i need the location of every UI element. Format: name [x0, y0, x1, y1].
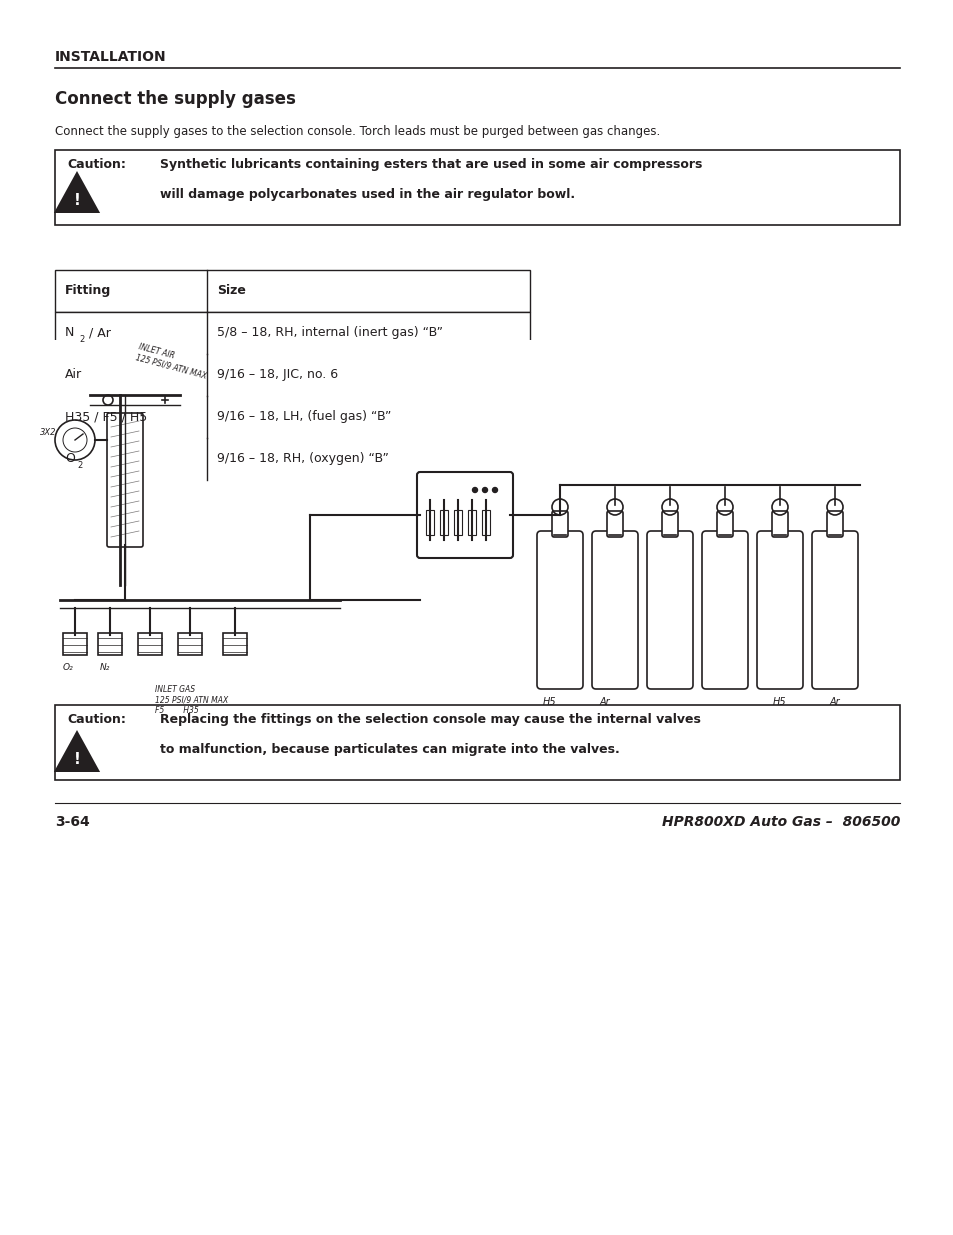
Bar — [223, 634, 247, 655]
Text: !: ! — [73, 752, 80, 767]
Text: 9/16 – 18, JIC, no. 6: 9/16 – 18, JIC, no. 6 — [216, 368, 337, 382]
Bar — [55, 354, 530, 396]
Text: INLET AIR
125 PSI/9 ATN MAX: INLET AIR 125 PSI/9 ATN MAX — [135, 342, 211, 380]
Bar — [439, 510, 448, 535]
Bar — [55, 312, 530, 354]
Text: Synthetic lubricants containing esters that are used in some air compressors: Synthetic lubricants containing esters t… — [160, 158, 701, 170]
Text: Fitting: Fitting — [65, 284, 112, 298]
Text: INSTALLATION: INSTALLATION — [55, 49, 167, 64]
FancyBboxPatch shape — [771, 511, 787, 537]
Bar — [55, 270, 530, 312]
Text: will damage polycarbonates used in the air regulator bowl.: will damage polycarbonates used in the a… — [160, 188, 575, 201]
Text: 3-64: 3-64 — [55, 815, 90, 829]
Bar — [55, 438, 530, 480]
FancyBboxPatch shape — [717, 511, 732, 537]
Bar — [45, 340, 899, 690]
FancyBboxPatch shape — [606, 511, 622, 537]
Text: Size: Size — [216, 284, 246, 298]
Bar — [454, 510, 461, 535]
Bar — [55, 396, 530, 438]
Text: / Ar: / Ar — [85, 326, 111, 340]
Bar — [63, 634, 87, 655]
FancyBboxPatch shape — [537, 531, 582, 689]
Polygon shape — [53, 170, 100, 212]
FancyBboxPatch shape — [592, 531, 638, 689]
FancyBboxPatch shape — [55, 149, 899, 225]
FancyBboxPatch shape — [552, 511, 567, 537]
Text: O₂: O₂ — [63, 663, 73, 672]
Text: N: N — [65, 326, 74, 340]
Text: Replacing the fittings on the selection console may cause the internal valves: Replacing the fittings on the selection … — [160, 713, 700, 726]
Text: H5: H5 — [542, 697, 557, 706]
Bar — [426, 510, 434, 535]
FancyBboxPatch shape — [701, 531, 747, 689]
Text: 2: 2 — [77, 462, 83, 471]
Polygon shape — [53, 730, 100, 772]
Bar — [481, 510, 490, 535]
Text: 9/16 – 18, LH, (fuel gas) “B”: 9/16 – 18, LH, (fuel gas) “B” — [216, 410, 391, 424]
FancyBboxPatch shape — [661, 511, 678, 537]
Text: Caution:: Caution: — [67, 158, 126, 170]
FancyBboxPatch shape — [55, 705, 899, 781]
Text: !: ! — [73, 193, 80, 207]
FancyBboxPatch shape — [646, 531, 692, 689]
Text: H5: H5 — [772, 697, 786, 706]
FancyBboxPatch shape — [826, 511, 842, 537]
Text: 9/16 – 18, RH, (oxygen) “B”: 9/16 – 18, RH, (oxygen) “B” — [216, 452, 389, 466]
Text: Connect the supply gases to the selection console. Torch leads must be purged be: Connect the supply gases to the selectio… — [55, 125, 659, 138]
FancyBboxPatch shape — [107, 412, 143, 547]
Bar — [468, 510, 476, 535]
Text: 3X2: 3X2 — [40, 429, 56, 437]
Circle shape — [482, 488, 487, 493]
Circle shape — [472, 488, 477, 493]
Text: Ar: Ar — [599, 697, 610, 706]
Text: Connect the supply gases: Connect the supply gases — [55, 90, 295, 107]
Text: 5/8 – 18, RH, internal (inert gas) “B”: 5/8 – 18, RH, internal (inert gas) “B” — [216, 326, 442, 340]
FancyBboxPatch shape — [757, 531, 802, 689]
Circle shape — [492, 488, 497, 493]
Text: HPR800XD Auto Gas –  806500: HPR800XD Auto Gas – 806500 — [661, 815, 899, 829]
Text: H35 / F5 / H5: H35 / F5 / H5 — [65, 410, 147, 424]
Text: to malfunction, because particulates can migrate into the valves.: to malfunction, because particulates can… — [160, 743, 619, 756]
FancyBboxPatch shape — [416, 472, 513, 558]
Text: 2: 2 — [79, 336, 85, 345]
Text: N₂: N₂ — [100, 663, 111, 672]
Text: Ar: Ar — [829, 697, 840, 706]
Text: Air: Air — [65, 368, 82, 382]
FancyBboxPatch shape — [811, 531, 857, 689]
Text: Caution:: Caution: — [67, 713, 126, 726]
Bar — [178, 634, 202, 655]
Text: O: O — [65, 452, 74, 466]
Bar — [98, 634, 122, 655]
Text: INLET GAS
125 PSI/9 ATN MAX
F5        H35: INLET GAS 125 PSI/9 ATN MAX F5 H35 — [154, 685, 228, 715]
Bar — [138, 634, 162, 655]
